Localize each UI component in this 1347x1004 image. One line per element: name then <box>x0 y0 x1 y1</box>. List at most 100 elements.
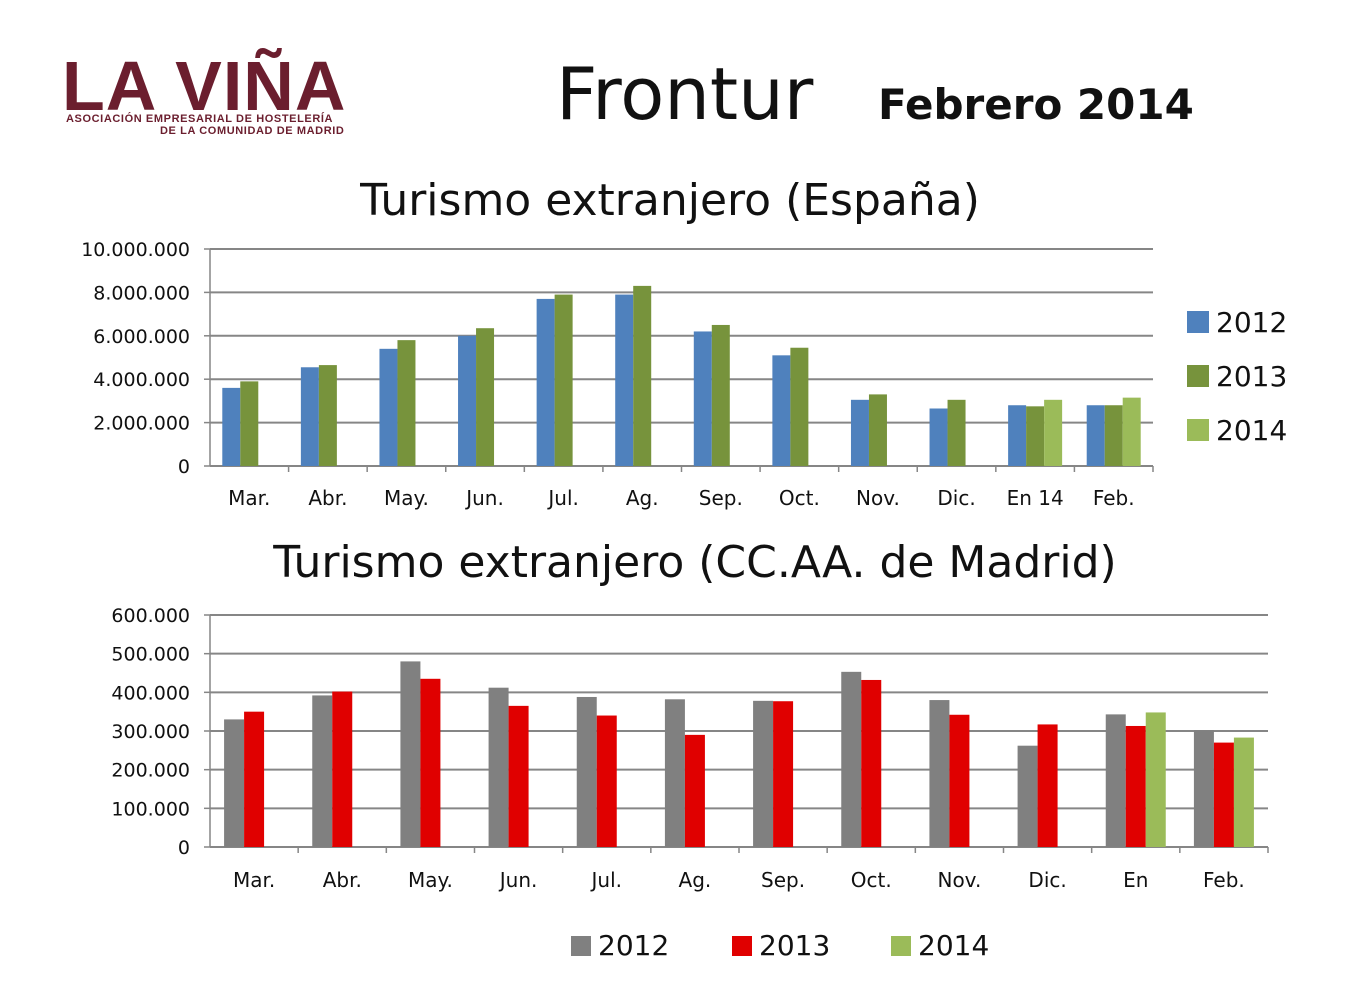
x-tick-label: Oct. <box>779 486 820 510</box>
bar-2012 <box>841 671 862 847</box>
x-tick-label: May. <box>384 486 429 510</box>
bar-2013 <box>684 734 705 847</box>
legend-label-2014: 2014 <box>918 929 989 962</box>
x-tick-label: May. <box>408 868 453 892</box>
y-tick-label: 600.000 <box>111 605 190 627</box>
bar-2012 <box>929 408 948 466</box>
y-tick-label: 0 <box>178 456 190 478</box>
bar-2013 <box>633 285 652 466</box>
page-title: Frontur <box>556 52 814 136</box>
bar-2013 <box>790 347 809 466</box>
bar-2013 <box>1037 724 1058 847</box>
x-tick-label: Feb. <box>1203 868 1245 892</box>
x-tick-label: Nov. <box>937 868 981 892</box>
y-tick-label: 300.000 <box>111 721 190 743</box>
x-tick-label: Dic. <box>1028 868 1066 892</box>
bar-2013 <box>947 399 966 466</box>
logo-text: LA VIÑA <box>62 47 347 125</box>
legend-label-2014: 2014 <box>1216 414 1287 447</box>
bar-2013 <box>1125 725 1146 847</box>
x-tick-label: Abr. <box>308 486 347 510</box>
bar-2013 <box>318 365 337 466</box>
bar-2014 <box>1145 712 1166 847</box>
bar-2012 <box>488 687 509 847</box>
bar-2012 <box>222 387 241 466</box>
bar-2012 <box>576 696 597 847</box>
bar-2013 <box>1213 742 1234 847</box>
y-tick-label: 400.000 <box>111 682 190 704</box>
x-tick-label: Nov. <box>856 486 900 510</box>
bar-2012 <box>772 355 791 466</box>
bar-2012 <box>400 661 421 847</box>
bar-2012 <box>753 700 774 847</box>
y-tick-label: 0 <box>178 837 190 859</box>
legend-swatch-2013 <box>732 936 752 956</box>
y-tick-label: 500.000 <box>111 644 190 666</box>
y-tick-label: 200.000 <box>111 760 190 782</box>
bar-2014 <box>1233 737 1254 847</box>
logo-subtitle-line-2: DE LA COMUNIDAD DE MADRID <box>160 125 345 137</box>
bar-2013 <box>508 705 529 847</box>
bar-2012 <box>300 367 319 466</box>
x-tick-label: Jun. <box>464 486 504 510</box>
x-tick-label: En 14 <box>1007 486 1064 510</box>
bar-2013 <box>554 294 573 466</box>
legend-swatch-2014 <box>891 936 911 956</box>
la-vina-logo: LA VIÑA ASOCIACIÓN EMPRESARIAL DE HOSTEL… <box>62 50 374 142</box>
x-tick-label: Ag. <box>679 868 712 892</box>
x-tick-label: Sep. <box>761 868 805 892</box>
bar-2012 <box>664 699 685 847</box>
bar-2012 <box>458 335 477 466</box>
bar-2013 <box>476 328 495 466</box>
x-tick-label: Feb. <box>1093 486 1135 510</box>
bar-2012 <box>1017 745 1038 847</box>
y-tick-label: 2.000.000 <box>93 413 190 435</box>
legend-swatch-2013 <box>1187 365 1209 387</box>
bar-2013 <box>861 679 882 847</box>
bar-2012 <box>693 331 712 466</box>
bar-2013 <box>397 340 416 466</box>
bar-2012 <box>1008 405 1027 466</box>
x-tick-label: En <box>1123 868 1148 892</box>
x-tick-label: Dic. <box>937 486 975 510</box>
x-tick-label: Mar. <box>233 868 275 892</box>
bar-2013 <box>773 701 794 847</box>
x-tick-label: Abr. <box>323 868 362 892</box>
bar-2014 <box>1122 397 1141 466</box>
bar-2012 <box>1105 714 1126 847</box>
page-subtitle: Febrero 2014 <box>878 80 1194 129</box>
x-tick-label: Oct. <box>851 868 892 892</box>
x-tick-label: Jul. <box>590 868 623 892</box>
x-tick-label: Ag. <box>626 486 659 510</box>
bar-2013 <box>240 381 259 466</box>
x-tick-label: Mar. <box>228 486 270 510</box>
x-tick-label: Jul. <box>546 486 579 510</box>
y-tick-label: 6.000.000 <box>93 326 190 348</box>
bar-2013 <box>711 324 730 466</box>
bar-2012 <box>1086 405 1105 466</box>
bar-2012 <box>850 399 869 466</box>
bar-2012 <box>224 719 245 847</box>
y-tick-label: 4.000.000 <box>93 369 190 391</box>
bar-2014 <box>1044 399 1063 466</box>
y-tick-label: 10.000.000 <box>81 239 190 261</box>
bar-2012 <box>1193 730 1214 847</box>
chart-title-madrid: Turismo extranjero (CC.AA. de Madrid) <box>273 537 1117 588</box>
bar-2013 <box>868 394 887 466</box>
legend-swatch-2012 <box>1187 311 1209 333</box>
legend-label-2012: 2012 <box>1216 306 1287 339</box>
legend-label-2012: 2012 <box>598 929 669 962</box>
bar-2013 <box>1026 406 1045 466</box>
bar-2012 <box>929 700 950 847</box>
bar-2012 <box>615 294 634 466</box>
logo-subtitle-line-1: ASOCIACIÓN EMPRESARIAL DE HOSTELERÍA <box>66 113 334 125</box>
legend-swatch-2012 <box>571 936 591 956</box>
legend-swatch-2014 <box>1187 419 1209 441</box>
bar-2012 <box>379 348 398 466</box>
x-tick-label: Sep. <box>699 486 743 510</box>
legend-label-2013: 2013 <box>1216 360 1287 393</box>
bar-2012 <box>312 695 333 847</box>
